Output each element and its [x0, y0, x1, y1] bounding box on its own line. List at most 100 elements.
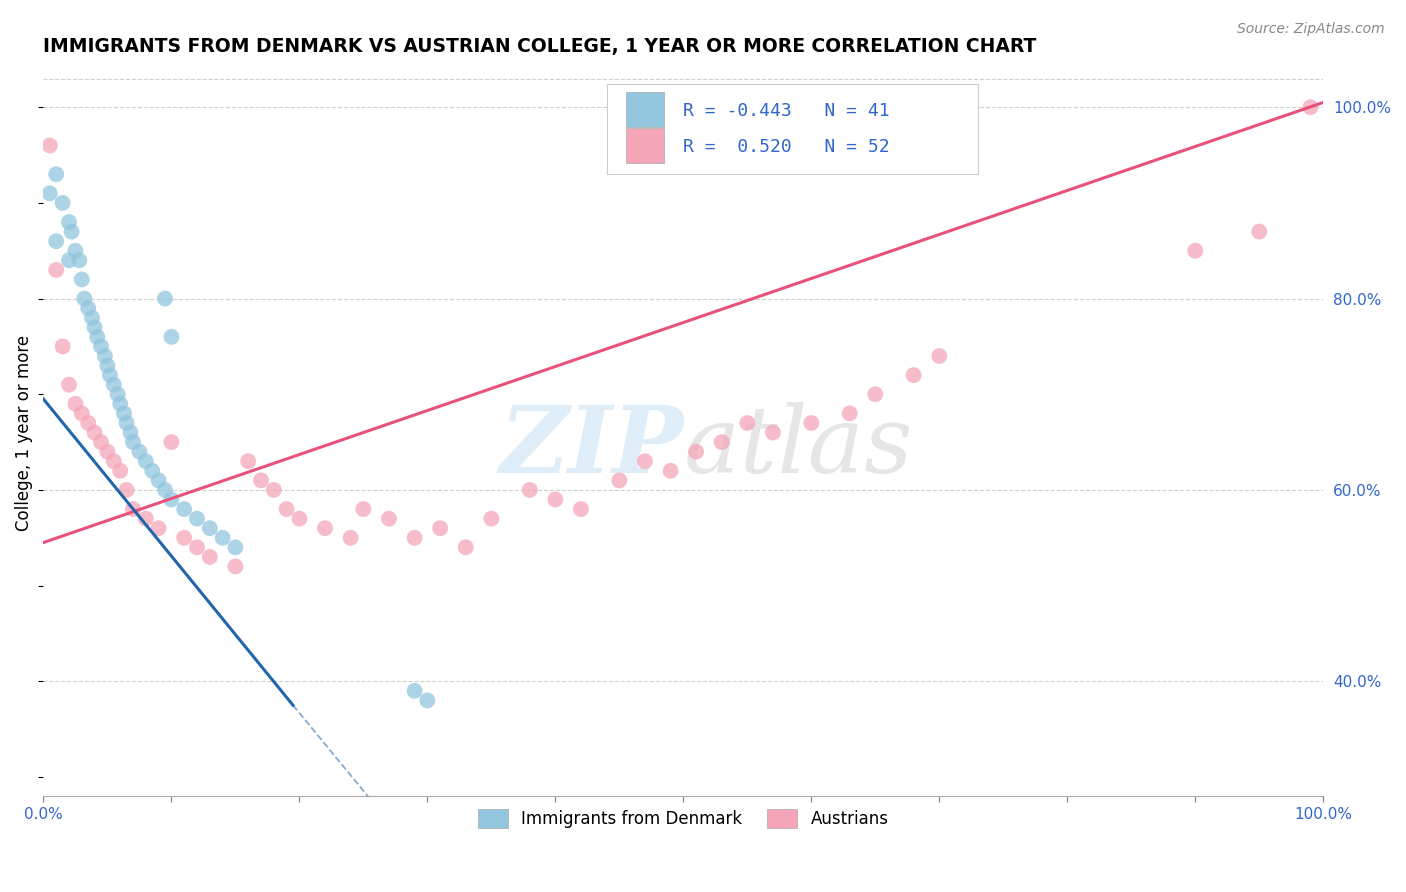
Point	[107, 387, 129, 401]
Point	[263, 483, 285, 497]
Point	[52, 195, 75, 210]
Text: IMMIGRANTS FROM DENMARK VS AUSTRIAN COLLEGE, 1 YEAR OR MORE CORRELATION CHART: IMMIGRANTS FROM DENMARK VS AUSTRIAN COLL…	[44, 37, 1036, 56]
Point	[609, 474, 631, 488]
Point	[865, 387, 887, 401]
Point	[1184, 244, 1206, 258]
Text: atlas: atlas	[683, 402, 912, 492]
Y-axis label: College, 1 year or more: College, 1 year or more	[15, 334, 32, 531]
Point	[569, 502, 592, 516]
Point	[276, 502, 298, 516]
Point	[45, 167, 67, 181]
Point	[762, 425, 785, 440]
Point	[710, 435, 733, 450]
Point	[58, 377, 80, 392]
Point	[1249, 225, 1271, 239]
FancyBboxPatch shape	[626, 128, 664, 162]
Point	[685, 444, 707, 458]
Point	[314, 521, 336, 535]
Point	[77, 301, 100, 315]
Point	[153, 292, 176, 306]
Point	[86, 330, 108, 344]
Point	[98, 368, 121, 383]
Point	[148, 521, 170, 535]
Point	[479, 511, 502, 525]
Point	[141, 464, 163, 478]
Point	[378, 511, 401, 525]
Point	[224, 559, 246, 574]
Point	[454, 541, 477, 555]
Point	[135, 454, 157, 468]
Point	[96, 444, 118, 458]
Point	[135, 511, 157, 525]
Point	[115, 483, 138, 497]
Point	[160, 330, 183, 344]
Point	[58, 215, 80, 229]
Point	[1299, 100, 1322, 114]
Point	[160, 492, 183, 507]
Point	[519, 483, 541, 497]
Point	[148, 474, 170, 488]
Text: R = -0.443   N = 41: R = -0.443 N = 41	[683, 103, 890, 120]
Point	[224, 541, 246, 555]
Text: ZIP: ZIP	[499, 402, 683, 492]
Point	[77, 416, 100, 430]
Legend: Immigrants from Denmark, Austrians: Immigrants from Denmark, Austrians	[471, 803, 896, 835]
Point	[94, 349, 117, 363]
Point	[65, 244, 87, 258]
Point	[122, 435, 145, 450]
Point	[659, 464, 682, 478]
Point	[103, 454, 125, 468]
Point	[404, 531, 426, 545]
Point	[83, 320, 105, 334]
Point	[404, 683, 426, 698]
Point	[45, 234, 67, 248]
Point	[928, 349, 950, 363]
Point	[58, 253, 80, 268]
Point	[153, 483, 176, 497]
Point	[838, 406, 860, 420]
Point	[112, 406, 135, 420]
Point	[173, 531, 195, 545]
Point	[173, 502, 195, 516]
FancyBboxPatch shape	[606, 84, 977, 175]
Point	[103, 377, 125, 392]
Point	[186, 511, 208, 525]
Point	[83, 425, 105, 440]
Point	[60, 225, 83, 239]
Point	[108, 464, 131, 478]
Point	[45, 263, 67, 277]
Point	[90, 435, 112, 450]
Point	[128, 444, 150, 458]
Point	[52, 339, 75, 353]
Point	[800, 416, 823, 430]
Point	[198, 521, 221, 535]
Point	[903, 368, 925, 383]
Point	[65, 397, 87, 411]
Point	[339, 531, 361, 545]
Text: Source: ZipAtlas.com: Source: ZipAtlas.com	[1237, 22, 1385, 37]
Point	[198, 549, 221, 564]
Point	[211, 531, 233, 545]
Point	[73, 292, 96, 306]
Point	[80, 310, 103, 325]
Point	[120, 425, 142, 440]
Point	[416, 693, 439, 707]
Point	[160, 435, 183, 450]
Point	[352, 502, 374, 516]
Point	[238, 454, 260, 468]
Point	[122, 502, 145, 516]
Point	[737, 416, 759, 430]
Point	[38, 138, 60, 153]
Point	[288, 511, 311, 525]
Point	[96, 359, 118, 373]
Point	[67, 253, 90, 268]
Point	[429, 521, 451, 535]
Point	[544, 492, 567, 507]
Point	[70, 406, 93, 420]
Text: R =  0.520   N = 52: R = 0.520 N = 52	[683, 137, 890, 156]
Point	[634, 454, 657, 468]
Point	[90, 339, 112, 353]
Point	[186, 541, 208, 555]
Point	[38, 186, 60, 201]
Point	[115, 416, 138, 430]
